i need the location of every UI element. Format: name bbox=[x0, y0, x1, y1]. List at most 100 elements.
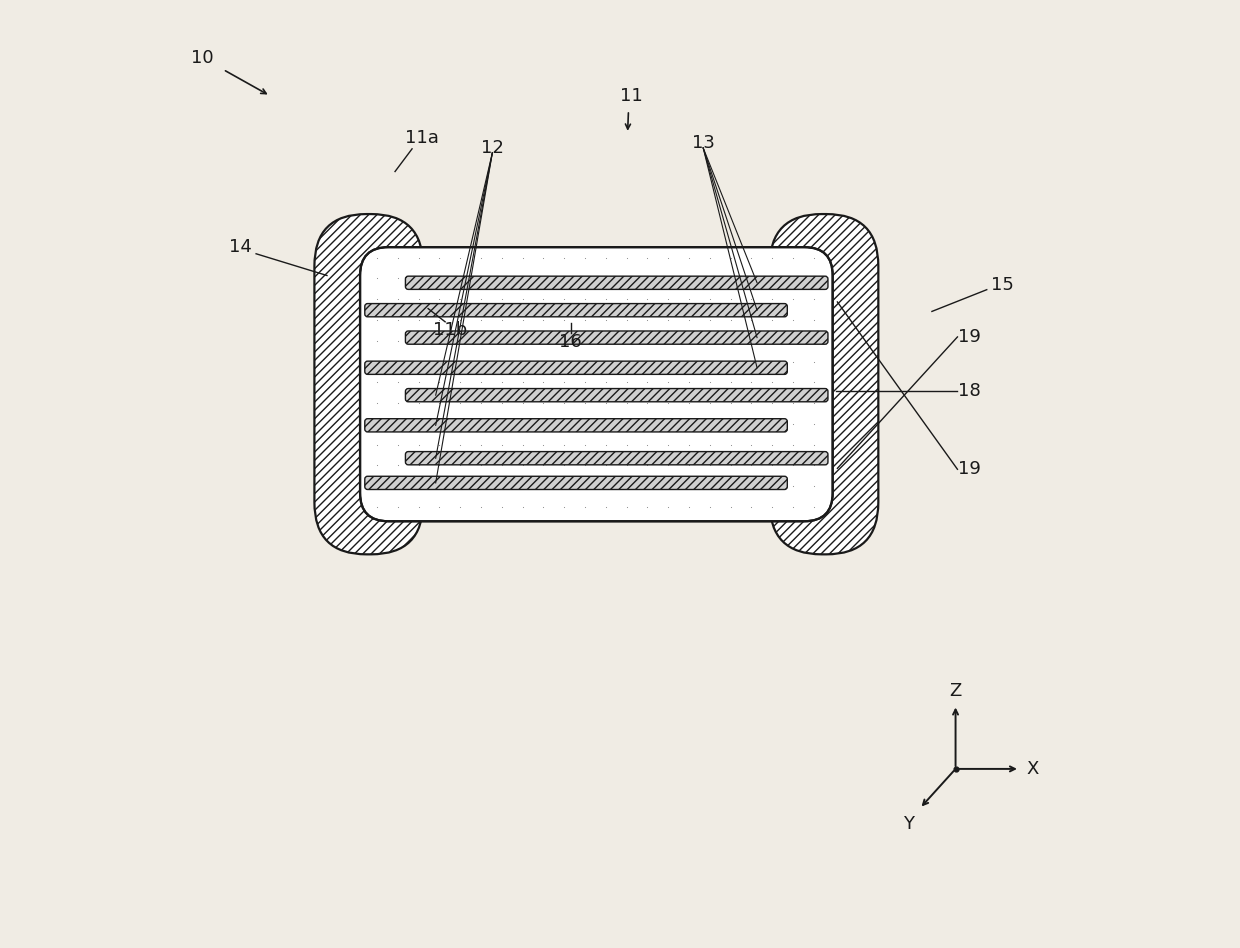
Point bbox=[699, 500, 719, 515]
Point bbox=[742, 354, 761, 369]
Point bbox=[616, 479, 636, 494]
Point bbox=[512, 271, 532, 286]
Point bbox=[804, 271, 823, 286]
Point bbox=[720, 292, 740, 307]
Point bbox=[512, 395, 532, 410]
Point bbox=[699, 292, 719, 307]
Point bbox=[637, 312, 657, 327]
Point bbox=[409, 416, 429, 431]
Point bbox=[512, 500, 532, 515]
Point bbox=[429, 333, 449, 348]
Point bbox=[533, 374, 553, 390]
Point bbox=[388, 354, 408, 369]
Point bbox=[367, 354, 387, 369]
Point bbox=[388, 458, 408, 473]
Point bbox=[596, 312, 616, 327]
Point bbox=[658, 458, 678, 473]
Point bbox=[596, 479, 616, 494]
Point bbox=[575, 437, 595, 452]
Point bbox=[492, 479, 512, 494]
Point bbox=[575, 374, 595, 390]
Point bbox=[409, 374, 429, 390]
Point bbox=[763, 333, 782, 348]
Point bbox=[720, 500, 740, 515]
Point bbox=[596, 250, 616, 265]
Point bbox=[658, 354, 678, 369]
Point bbox=[512, 312, 532, 327]
Point bbox=[596, 271, 616, 286]
Point bbox=[637, 458, 657, 473]
Point bbox=[699, 479, 719, 494]
Point bbox=[699, 416, 719, 431]
Point bbox=[533, 458, 553, 473]
Point bbox=[637, 374, 657, 390]
Text: 11: 11 bbox=[620, 87, 642, 105]
Point bbox=[471, 333, 491, 348]
Point bbox=[782, 333, 802, 348]
Point bbox=[637, 395, 657, 410]
Point bbox=[804, 458, 823, 473]
Point bbox=[554, 437, 574, 452]
Point bbox=[367, 395, 387, 410]
Point bbox=[658, 416, 678, 431]
Point bbox=[804, 416, 823, 431]
Point bbox=[450, 333, 470, 348]
Point bbox=[680, 250, 699, 265]
Point bbox=[367, 416, 387, 431]
Point bbox=[492, 395, 512, 410]
Point bbox=[720, 437, 740, 452]
Point bbox=[367, 312, 387, 327]
Point bbox=[680, 437, 699, 452]
Point bbox=[575, 271, 595, 286]
Point bbox=[742, 333, 761, 348]
Point bbox=[471, 395, 491, 410]
Point bbox=[658, 333, 678, 348]
Point bbox=[658, 500, 678, 515]
Point bbox=[388, 437, 408, 452]
Point bbox=[450, 250, 470, 265]
Point bbox=[388, 416, 408, 431]
Point bbox=[616, 395, 636, 410]
Point bbox=[512, 333, 532, 348]
Point bbox=[699, 437, 719, 452]
Point bbox=[658, 479, 678, 494]
Text: 11b: 11b bbox=[433, 321, 467, 339]
Point bbox=[742, 416, 761, 431]
Point bbox=[720, 333, 740, 348]
Point bbox=[533, 250, 553, 265]
Point bbox=[699, 458, 719, 473]
Point bbox=[492, 271, 512, 286]
Point bbox=[533, 416, 553, 431]
Point bbox=[450, 312, 470, 327]
Point bbox=[367, 271, 387, 286]
Point bbox=[512, 416, 532, 431]
Point bbox=[429, 271, 449, 286]
Point bbox=[492, 333, 512, 348]
Point bbox=[429, 395, 449, 410]
Point bbox=[450, 395, 470, 410]
FancyBboxPatch shape bbox=[360, 247, 833, 521]
Point bbox=[596, 333, 616, 348]
Point bbox=[658, 374, 678, 390]
Point bbox=[554, 354, 574, 369]
Point bbox=[616, 333, 636, 348]
Point bbox=[616, 437, 636, 452]
Point bbox=[554, 374, 574, 390]
Point bbox=[680, 333, 699, 348]
Point bbox=[367, 292, 387, 307]
Point bbox=[471, 292, 491, 307]
Point bbox=[763, 271, 782, 286]
Point bbox=[429, 458, 449, 473]
Point bbox=[471, 354, 491, 369]
Point bbox=[471, 250, 491, 265]
Point bbox=[782, 292, 802, 307]
Point bbox=[450, 374, 470, 390]
Point bbox=[763, 458, 782, 473]
Point bbox=[471, 416, 491, 431]
Point bbox=[763, 479, 782, 494]
Point bbox=[554, 312, 574, 327]
Point bbox=[637, 500, 657, 515]
Point bbox=[637, 437, 657, 452]
Point bbox=[388, 250, 408, 265]
Point bbox=[616, 250, 636, 265]
